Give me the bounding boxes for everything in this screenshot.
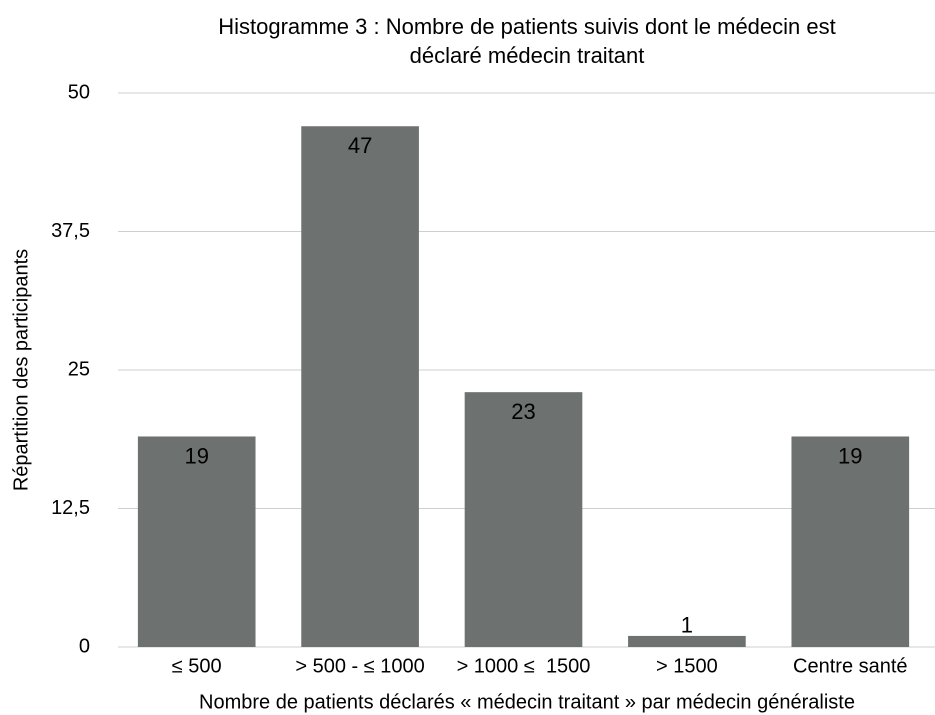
bar [301, 126, 419, 648]
x-tick-label: > 500 - ≤ 1000 [295, 655, 424, 677]
chart-title: déclaré médecin traitant [410, 43, 645, 68]
x-tick-label: Centre santé [793, 655, 908, 677]
y-tick-label: 12,5 [51, 497, 90, 519]
bar [464, 392, 583, 647]
chart-title: Histogramme 3 : Nombre de patients suivi… [218, 14, 836, 39]
bar [628, 635, 746, 647]
x-tick-label: ≤ 500 [172, 655, 222, 677]
y-tick-label: 50 [68, 81, 90, 103]
y-tick-label: 25 [68, 358, 90, 380]
data-label: 19 [184, 443, 208, 468]
y-tick-label: 37,5 [51, 220, 90, 242]
y-tick-label: 0 [79, 635, 90, 657]
x-tick-label: > 1500 [656, 655, 718, 677]
y-axis-label: Répartition des participants [10, 249, 32, 491]
data-label: 47 [348, 133, 372, 158]
bar [791, 436, 910, 647]
bar [137, 436, 256, 647]
data-label: 23 [511, 399, 535, 424]
data-label: 1 [681, 613, 693, 638]
x-tick-label: > 1000 ≤ 1500 [457, 655, 591, 677]
data-label: 19 [838, 443, 862, 468]
x-axis-label: Nombre de patients déclarés « médecin tr… [199, 691, 855, 713]
